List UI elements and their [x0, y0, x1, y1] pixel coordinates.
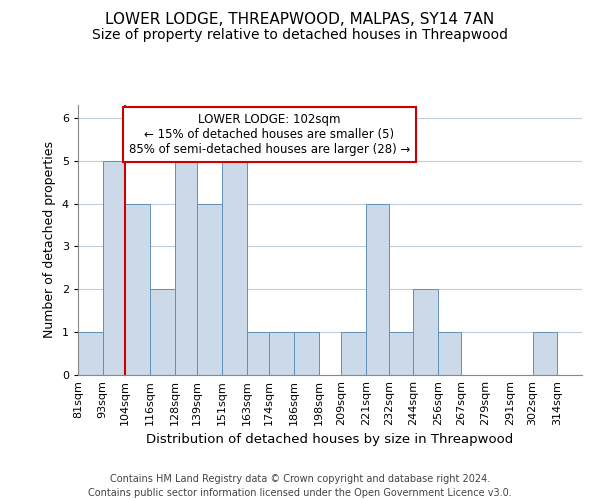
- Bar: [222, 160, 247, 375]
- Text: LOWER LODGE: 102sqm
← 15% of detached houses are smaller (5)
85% of semi-detache: LOWER LODGE: 102sqm ← 15% of detached ho…: [129, 113, 410, 156]
- Bar: [341, 332, 366, 375]
- Bar: [175, 160, 197, 375]
- Text: Contains HM Land Registry data © Crown copyright and database right 2024.
Contai: Contains HM Land Registry data © Crown c…: [88, 474, 512, 498]
- Bar: [294, 332, 319, 375]
- Bar: [247, 332, 269, 375]
- Bar: [366, 204, 389, 375]
- Bar: [438, 332, 461, 375]
- Bar: [533, 332, 557, 375]
- Text: LOWER LODGE, THREAPWOOD, MALPAS, SY14 7AN: LOWER LODGE, THREAPWOOD, MALPAS, SY14 7A…: [106, 12, 494, 28]
- Bar: [125, 204, 150, 375]
- Bar: [269, 332, 294, 375]
- Bar: [150, 290, 175, 375]
- Bar: [103, 160, 125, 375]
- Bar: [389, 332, 413, 375]
- X-axis label: Distribution of detached houses by size in Threapwood: Distribution of detached houses by size …: [146, 434, 514, 446]
- Bar: [197, 204, 222, 375]
- Bar: [413, 290, 438, 375]
- Bar: [78, 332, 103, 375]
- Text: Size of property relative to detached houses in Threapwood: Size of property relative to detached ho…: [92, 28, 508, 42]
- Y-axis label: Number of detached properties: Number of detached properties: [43, 142, 56, 338]
